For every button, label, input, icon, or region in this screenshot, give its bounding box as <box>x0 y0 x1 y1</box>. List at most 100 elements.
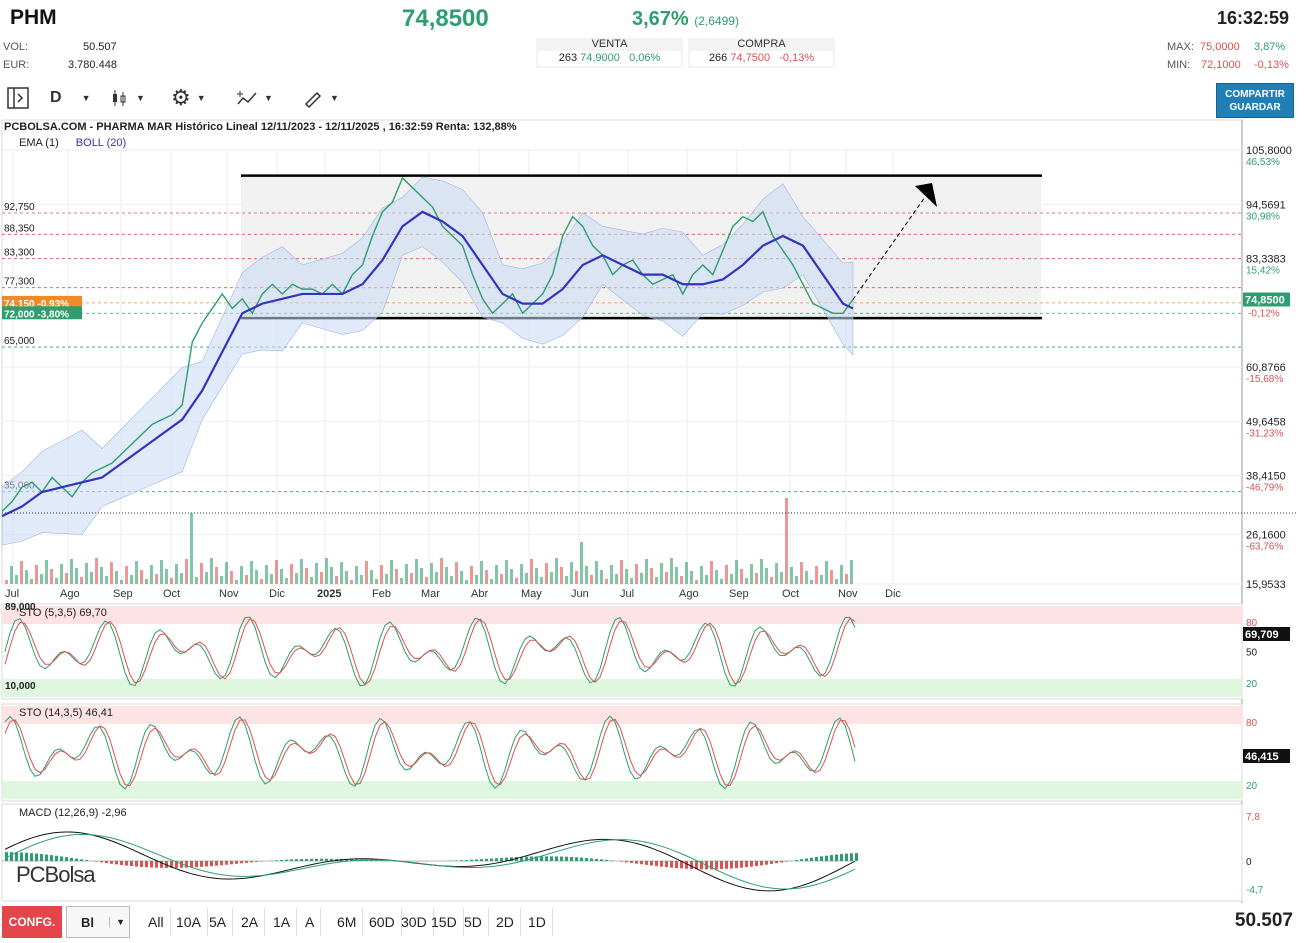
volume-bar <box>190 513 193 584</box>
volume-bar <box>680 576 683 584</box>
macd-histogram-bar <box>170 861 173 868</box>
sell-pct: 0,06% <box>629 52 661 64</box>
indicators-icon <box>237 91 257 105</box>
chart-type-select[interactable]: ▼ <box>110 86 145 110</box>
macd-histogram-bar <box>650 861 653 866</box>
macd-histogram-bar <box>675 861 678 869</box>
x-tick-label: Abr <box>471 588 488 600</box>
period-button-6m[interactable]: 6M <box>331 908 364 936</box>
volume-bar <box>735 560 738 584</box>
toggle-panel-button[interactable] <box>6 86 30 110</box>
boll-legend[interactable]: BOLL (20) <box>75 137 127 149</box>
buy-price: 74,7500 <box>730 52 771 64</box>
volume-bar <box>25 570 28 584</box>
period-button-30d[interactable]: 30D <box>395 908 434 936</box>
period-button-10a[interactable]: 10A <box>170 908 208 936</box>
macd-histogram-bar <box>5 852 8 861</box>
scale-select[interactable]: Bl ▼ <box>66 906 130 938</box>
volume-bar <box>330 567 333 584</box>
indicators-select[interactable]: ▼ <box>236 86 273 110</box>
panel-toggle-icon <box>7 87 29 109</box>
macd-histogram-bar <box>670 861 673 868</box>
macd-histogram-bar <box>75 858 78 861</box>
period-button-all[interactable]: All <box>142 908 171 936</box>
volume-bar <box>750 564 753 584</box>
volume-bar <box>415 559 418 584</box>
volume-bar <box>720 579 723 584</box>
level-label: 77,300 <box>4 277 35 288</box>
eur-label: EUR: <box>3 59 30 71</box>
volume-bar <box>10 566 13 584</box>
macd-histogram-bar <box>810 857 813 861</box>
volume-bar <box>140 570 143 584</box>
volume-bar <box>435 572 438 584</box>
volume-bar <box>360 575 363 584</box>
macd-histogram-bar <box>375 860 378 861</box>
macd-histogram-bar <box>95 861 98 862</box>
macd-histogram-bar <box>45 854 48 861</box>
macd-histogram-bar <box>550 856 553 861</box>
macd-histogram-bar <box>140 861 143 867</box>
oversold-zone <box>2 679 1242 697</box>
macd-histogram-bar <box>855 853 858 861</box>
volume-bar <box>410 573 413 584</box>
period-button-1d[interactable]: 1D <box>522 908 553 936</box>
y-tick-pct: 46,53% <box>1246 157 1280 168</box>
share-save-button[interactable]: COMPARTIR GUARDAR <box>1216 83 1294 118</box>
volume-bar <box>95 558 98 584</box>
volume-bar <box>785 498 788 584</box>
period-button-2d[interactable]: 2D <box>490 908 521 936</box>
oversold-zone <box>2 781 1242 799</box>
macd-histogram-bar <box>475 859 478 861</box>
volume-bar <box>5 580 8 584</box>
period-button-5d[interactable]: 5D <box>458 908 489 936</box>
volume-bar <box>450 576 453 584</box>
y-tick-label: 60,8766 <box>1246 362 1286 374</box>
candlestick-icon <box>113 90 126 106</box>
volume-bar <box>65 573 68 584</box>
save-label: GUARDAR <box>1229 102 1281 113</box>
x-tick-label: Oct <box>163 588 180 600</box>
macd-histogram-bar <box>840 854 843 861</box>
volume-bar <box>710 561 713 584</box>
volume-bar <box>600 570 603 584</box>
settings-select[interactable]: ⚙ ▼ <box>171 85 206 110</box>
oscillator-d-line <box>4 718 856 787</box>
macd-histogram-bar <box>595 858 598 861</box>
period-select[interactable]: D ▼ <box>50 86 90 110</box>
volume-bar <box>390 560 393 584</box>
volume-bar <box>850 560 853 584</box>
period-button-15d[interactable]: 15D <box>425 908 464 936</box>
x-tick-label: Ago <box>60 588 80 600</box>
y-tick-pct: 15,42% <box>1246 266 1280 277</box>
period-button-2a[interactable]: 2A <box>235 908 266 936</box>
macd-histogram-bar <box>535 856 538 861</box>
x-tick-label: Feb <box>372 588 391 600</box>
overbought-zone <box>2 706 1242 724</box>
sell-quote: VENTA 263 74,9000 0,06% <box>536 38 683 68</box>
level-label-box <box>2 306 82 320</box>
chevron-down-icon: ▼ <box>196 93 206 103</box>
ema-legend[interactable]: EMA (1) <box>19 137 59 149</box>
macd-histogram-bar <box>125 861 128 866</box>
last-price: 74,8500 <box>402 5 489 32</box>
period-button-a[interactable]: A <box>299 908 322 936</box>
config-button[interactable]: CONFG. <box>2 906 62 938</box>
volume-bar <box>835 579 838 584</box>
y-tick-label: 15,9533 <box>1246 579 1286 591</box>
drawing-select[interactable]: ▼ <box>302 86 339 110</box>
macd-histogram-bar <box>715 861 718 870</box>
volume-bar <box>490 579 493 584</box>
volume-bar <box>590 575 593 584</box>
macd-histogram-bar <box>160 861 163 868</box>
period-button-5a[interactable]: 5A <box>203 908 234 936</box>
indicator-level-label: 50 <box>1246 648 1258 659</box>
period-button-60d[interactable]: 60D <box>363 908 402 936</box>
volume-bar <box>325 558 328 584</box>
macd-histogram-bar <box>350 859 353 861</box>
volume-bar <box>405 564 408 584</box>
oscillator-k-line <box>4 715 856 790</box>
volume-bar <box>445 567 448 584</box>
period-button-1a[interactable]: 1A <box>267 908 298 936</box>
